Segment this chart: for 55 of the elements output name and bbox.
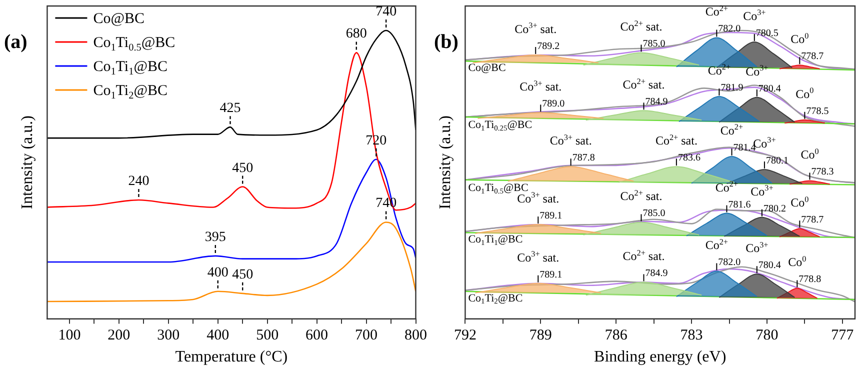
chart-title: (a) <box>4 31 28 53</box>
annotation: 740 <box>376 4 397 20</box>
annotation: 395 <box>204 230 226 245</box>
x-tick-label: 777 <box>831 328 854 344</box>
x-axis-title: Temperature (°C) <box>175 348 288 366</box>
annotation: 778.7 <box>801 214 824 226</box>
y-axis-title: Intensity (a.u.) <box>436 116 454 210</box>
annotation: 789.1 <box>540 210 562 222</box>
y-axis-title: Intensity (a.u.) <box>18 116 36 210</box>
annotation: 781.9 <box>720 82 744 94</box>
annotation: 784.9 <box>645 96 668 108</box>
annotation: 450 <box>232 267 254 282</box>
annotation: 781.6 <box>728 199 751 210</box>
annotation: 778.3 <box>811 166 834 178</box>
x-tick-label: 786 <box>604 328 628 344</box>
series-label: Co@BC <box>468 62 506 74</box>
annotation: 780.4 <box>758 83 781 94</box>
x-axis-title: Binding energy (eV) <box>594 348 726 366</box>
annotation: 240 <box>128 174 150 190</box>
annotation: 782.0 <box>718 24 741 35</box>
annotation: 789.1 <box>540 269 562 280</box>
x-tick-label: 783 <box>680 328 703 344</box>
x-tick-label: 500 <box>256 328 279 344</box>
x-tick-label: 789 <box>529 328 552 344</box>
annotation: 789.2 <box>537 41 560 52</box>
annotation: 400 <box>207 265 228 280</box>
x-tick-label: 800 <box>404 328 427 344</box>
legend-label: Co@BC <box>93 11 145 27</box>
annotation: 778.5 <box>806 106 829 117</box>
x-tick-label: 780 <box>756 328 778 344</box>
chart-title: (b) <box>434 31 458 53</box>
annotation: 784.9 <box>645 268 668 280</box>
annotation: 450 <box>232 160 254 176</box>
x-tick-label: 400 <box>206 328 230 344</box>
x-tick-label: 300 <box>157 328 180 344</box>
annotation: 783.6 <box>678 152 700 164</box>
annotation: 787.8 <box>572 152 595 164</box>
annotation: 680 <box>346 26 367 42</box>
annotation: 785.0 <box>642 208 666 220</box>
annotation: 781.4 <box>733 142 756 154</box>
annotation: 425 <box>220 101 241 116</box>
annotation: 778.7 <box>801 51 824 62</box>
annotation: 782.0 <box>718 257 741 268</box>
annotation: 785.0 <box>642 38 666 50</box>
x-tick-label: 792 <box>454 328 476 344</box>
annotation: 780.5 <box>756 28 778 40</box>
annotation: 789.0 <box>542 98 565 110</box>
x-tick-label: 200 <box>108 328 130 344</box>
annotation: 780.2 <box>763 203 786 214</box>
x-tick-label: 700 <box>355 328 378 344</box>
x-tick-label: 600 <box>306 328 328 344</box>
annotation: 778.8 <box>798 274 822 286</box>
x-tick-label: 100 <box>58 328 81 344</box>
annotation: 780.1 <box>766 155 788 166</box>
annotation: 780.4 <box>758 260 781 272</box>
